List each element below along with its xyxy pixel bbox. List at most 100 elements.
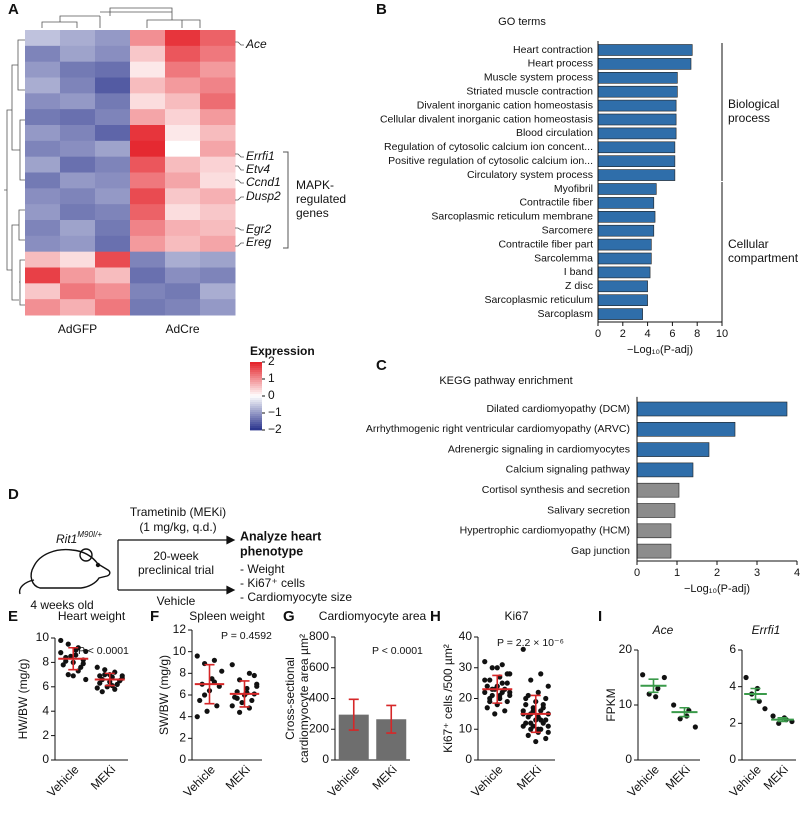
gene-label: Egr2 — [246, 222, 272, 236]
colorbar-step — [250, 362, 262, 365]
category-label: Sarcoplasm — [538, 308, 594, 320]
colorbar-step — [250, 404, 262, 407]
data-point — [487, 698, 493, 705]
category-label: Sarcomere — [542, 224, 594, 236]
y-tick-label: 600 — [309, 660, 329, 674]
category-label: Dilated cardiomyopathy (DCM) — [486, 403, 630, 415]
data-point — [197, 697, 203, 704]
colorbar-step — [250, 392, 262, 395]
heatmap-cell — [130, 235, 166, 253]
bar — [597, 85, 678, 98]
y-tick-label: 30 — [459, 660, 473, 674]
heatmap-cell — [25, 77, 61, 94]
colorbar-step — [250, 366, 262, 369]
heatmap-cell — [200, 77, 236, 94]
bar — [636, 442, 710, 457]
colorbar-step — [250, 388, 262, 391]
heatmap-cell — [130, 30, 166, 47]
data-point — [484, 705, 490, 711]
gene-leader — [235, 227, 244, 231]
colorbar-step — [250, 368, 262, 371]
x-tick-label: MEKi — [761, 762, 791, 792]
heatmap-cell — [165, 156, 201, 173]
heatmap-cell — [200, 204, 236, 221]
heatmap-cell — [60, 283, 96, 300]
data-point — [543, 735, 549, 742]
bracket-label: regulated — [296, 192, 346, 206]
heatmap-cell — [95, 235, 131, 253]
heatmap-cell — [200, 251, 236, 268]
y-tick-label: 2 — [179, 731, 186, 745]
y-tick-label: 0 — [729, 752, 736, 766]
heatmap-cell — [95, 204, 131, 221]
age-text: 4 weeks old — [30, 598, 93, 612]
heatmap-cell — [95, 45, 131, 63]
data-point — [504, 698, 510, 705]
x-tick-label: MEKi — [369, 762, 399, 792]
data-point — [83, 676, 89, 683]
heatmap-cell — [25, 299, 61, 316]
gene-label: Ereg — [246, 235, 272, 249]
data-point — [489, 665, 495, 671]
heatmap-cell — [25, 235, 61, 253]
y-tick-label: 6 — [729, 642, 736, 656]
data-point — [237, 709, 243, 715]
data-point — [58, 650, 64, 656]
heatmap-cell — [200, 45, 236, 63]
chart-title: Ace — [652, 623, 674, 637]
heatmap-cell — [95, 220, 131, 237]
colorbar-step — [250, 390, 262, 393]
heatmap-cell — [60, 172, 96, 189]
readout: - Weight — [240, 562, 285, 576]
y-tick-label: 0 — [179, 752, 186, 766]
category-label: Arrhythmogenic right ventricular cardiom… — [366, 423, 630, 435]
data-point — [538, 671, 544, 677]
heatmap-cell — [95, 93, 131, 110]
heatmap-cell — [25, 267, 61, 284]
heatmap-cell — [95, 267, 131, 284]
data-point — [523, 702, 529, 708]
heatmap-cell — [165, 283, 201, 300]
error-bar — [777, 717, 788, 723]
y-tick-label: 0 — [42, 752, 49, 766]
y-tick-label: 0 — [625, 752, 632, 766]
data-point — [97, 680, 103, 686]
heatmap-cell — [25, 45, 61, 63]
data-point — [661, 674, 667, 681]
data-point — [97, 673, 103, 679]
y-tick-label: 2 — [42, 728, 49, 742]
colorbar-step — [250, 384, 262, 387]
heatmap-cell — [130, 188, 166, 205]
gene-label: Ccnd1 — [246, 175, 281, 189]
colorbar-step — [250, 426, 262, 429]
data-point — [671, 702, 677, 708]
bar — [636, 503, 676, 518]
y-tick-label: 400 — [309, 691, 329, 705]
heatmap-cell — [130, 220, 166, 237]
gene-leader — [235, 153, 244, 158]
heatmap-cell — [130, 140, 166, 158]
data-point — [112, 686, 118, 692]
colorbar-step — [250, 418, 262, 421]
data-point — [482, 659, 488, 665]
x-tick-label: 6 — [669, 328, 675, 340]
error-bar — [348, 698, 359, 731]
category-label: Gap junction — [571, 545, 630, 557]
colorbar-step — [250, 412, 262, 415]
error-bar — [492, 674, 503, 704]
genotype: Rit1M90I/+ — [56, 530, 102, 546]
heatmap-cell — [25, 30, 61, 47]
data-point — [73, 652, 79, 658]
heatmap-cell — [95, 109, 131, 126]
data-point — [692, 724, 698, 730]
bar — [597, 127, 677, 140]
data-point — [770, 713, 776, 719]
treatment-text: (1 mg/kg, q.d.) — [139, 520, 216, 534]
colorbar-step — [250, 374, 262, 377]
heatmap-cell — [25, 283, 61, 300]
x-tick-label: 3 — [754, 567, 760, 579]
data-point — [492, 711, 498, 717]
category-label: Heart process — [528, 58, 593, 70]
heatmap-cell — [60, 125, 96, 142]
